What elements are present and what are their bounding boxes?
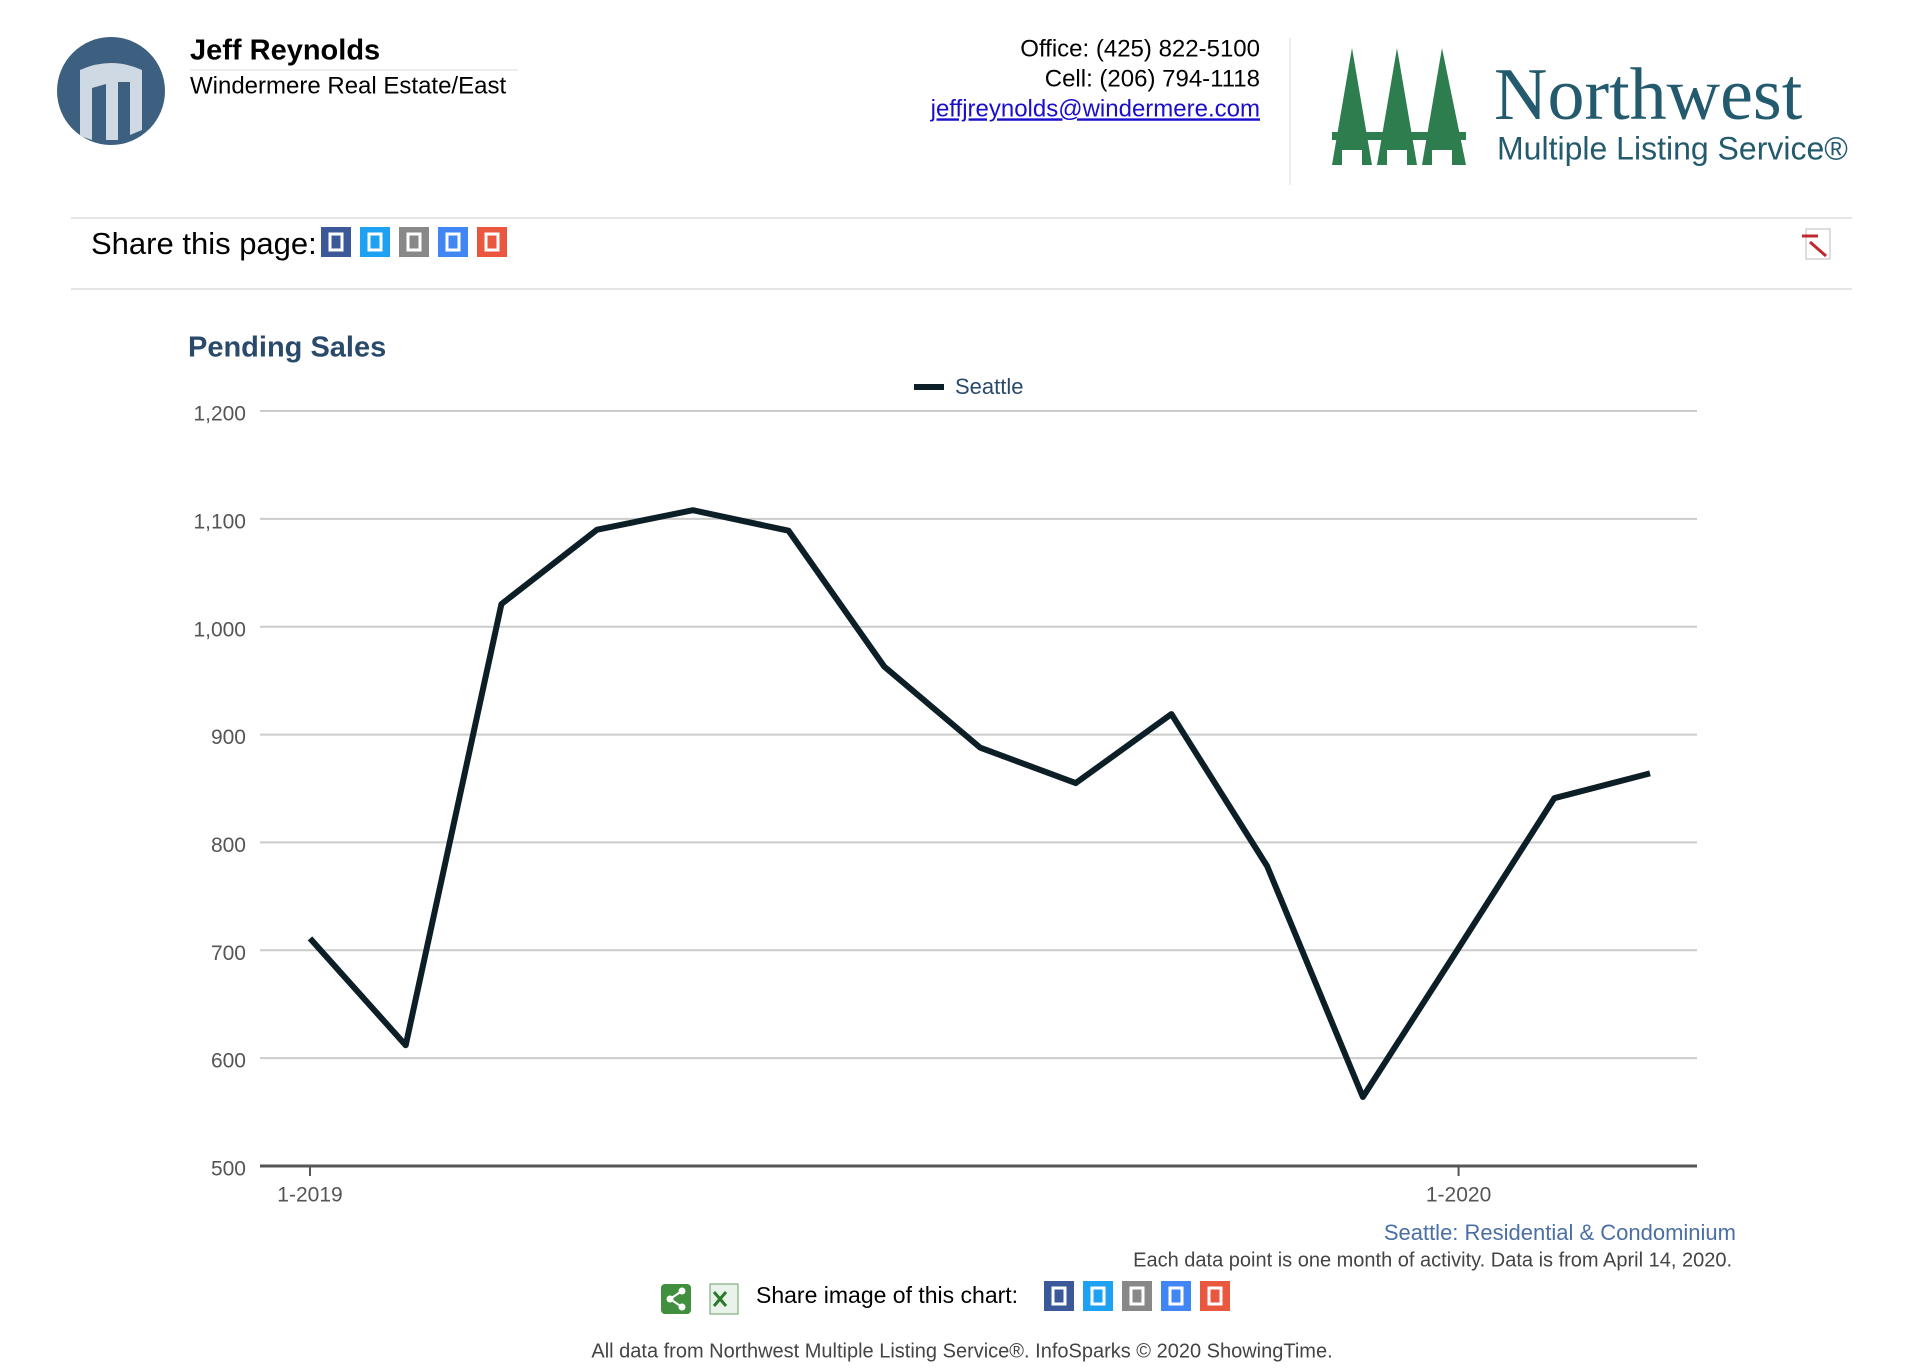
share-button-glyph bbox=[328, 232, 344, 252]
chart-subtitle: Seattle: Residential & Condominium bbox=[1384, 1220, 1736, 1245]
share-button[interactable] bbox=[1044, 1281, 1074, 1311]
chart-share-icons[interactable] bbox=[661, 1283, 739, 1315]
y-tick-label: 1,100 bbox=[193, 510, 246, 533]
share-button-glyph bbox=[406, 232, 422, 252]
share-button[interactable] bbox=[1161, 1281, 1191, 1311]
share-button-bg bbox=[477, 227, 507, 257]
y-tick-label: 500 bbox=[211, 1158, 246, 1181]
y-tick-label: 900 bbox=[211, 726, 246, 749]
office-phone: Office: (425) 822-5100 bbox=[1020, 35, 1260, 62]
y-tick-label: 1,200 bbox=[193, 403, 246, 426]
data-line bbox=[307, 507, 1651, 1100]
nwmls-name: Northwest bbox=[1494, 54, 1803, 136]
nwmls-subtitle: Multiple Listing Service® bbox=[1497, 130, 1848, 166]
agent-logo bbox=[57, 37, 165, 145]
share-button-glyph bbox=[1129, 1286, 1145, 1306]
share-label: Share this page: bbox=[91, 226, 317, 261]
share-button[interactable] bbox=[1122, 1281, 1152, 1311]
share-button-glyph bbox=[367, 232, 383, 252]
cell-phone: Cell: (206) 794-1118 bbox=[1045, 65, 1260, 92]
legend-label: Seattle bbox=[955, 374, 1024, 399]
share-button-bg bbox=[1122, 1281, 1152, 1311]
share-button-bg bbox=[1083, 1281, 1113, 1311]
share-button[interactable] bbox=[1083, 1281, 1113, 1311]
pdf-icon[interactable] bbox=[1802, 228, 1831, 260]
share-button-bg bbox=[399, 227, 429, 257]
share-button[interactable] bbox=[321, 227, 351, 257]
share-button-glyph bbox=[1090, 1286, 1106, 1306]
share-button-glyph bbox=[445, 232, 461, 252]
share-button-glyph bbox=[1051, 1286, 1067, 1306]
share-button-bg bbox=[321, 227, 351, 257]
share-button-glyph bbox=[1207, 1286, 1223, 1306]
agent-company: Windermere Real Estate/East bbox=[190, 72, 506, 99]
share-button-bg bbox=[1044, 1281, 1074, 1311]
share-button-glyph bbox=[484, 232, 500, 252]
agent-name: Jeff Reynolds bbox=[190, 35, 380, 67]
x-tick-label: 1-2019 bbox=[277, 1184, 342, 1207]
share-button-bg bbox=[1200, 1281, 1230, 1311]
credit: All data from Northwest Multiple Listing… bbox=[591, 1340, 1332, 1362]
share-button[interactable] bbox=[1200, 1281, 1230, 1311]
share-button-bg bbox=[1161, 1281, 1191, 1311]
chart-caption: Each data point is one month of activity… bbox=[1133, 1249, 1732, 1271]
share-icons bbox=[1044, 1281, 1230, 1311]
share-button[interactable] bbox=[399, 227, 429, 257]
y-tick-label: 800 bbox=[211, 834, 246, 857]
share-image-label: Share image of this chart: bbox=[756, 1282, 1018, 1308]
x-tick-label: 1-2020 bbox=[1426, 1184, 1491, 1207]
chart: 500 600 700 800 900 1,000 1,100 1,200 1-2019 1-20… bbox=[193, 374, 1697, 1207]
share-button-glyph bbox=[1168, 1286, 1184, 1306]
share-button-bg bbox=[438, 227, 468, 257]
share-button[interactable] bbox=[477, 227, 507, 257]
nwmls-trees bbox=[1332, 48, 1466, 165]
email-link[interactable]: jeffjreynolds@windermere.com bbox=[930, 95, 1260, 122]
y-tick-label: 700 bbox=[211, 942, 246, 965]
share-icons bbox=[321, 227, 507, 257]
y-tick-label: 1,000 bbox=[193, 618, 246, 641]
y-tick-label: 600 bbox=[211, 1050, 246, 1073]
share-button[interactable] bbox=[438, 227, 468, 257]
share-button[interactable] bbox=[360, 227, 390, 257]
chart-title: Pending Sales bbox=[188, 332, 386, 364]
share-button-bg bbox=[360, 227, 390, 257]
